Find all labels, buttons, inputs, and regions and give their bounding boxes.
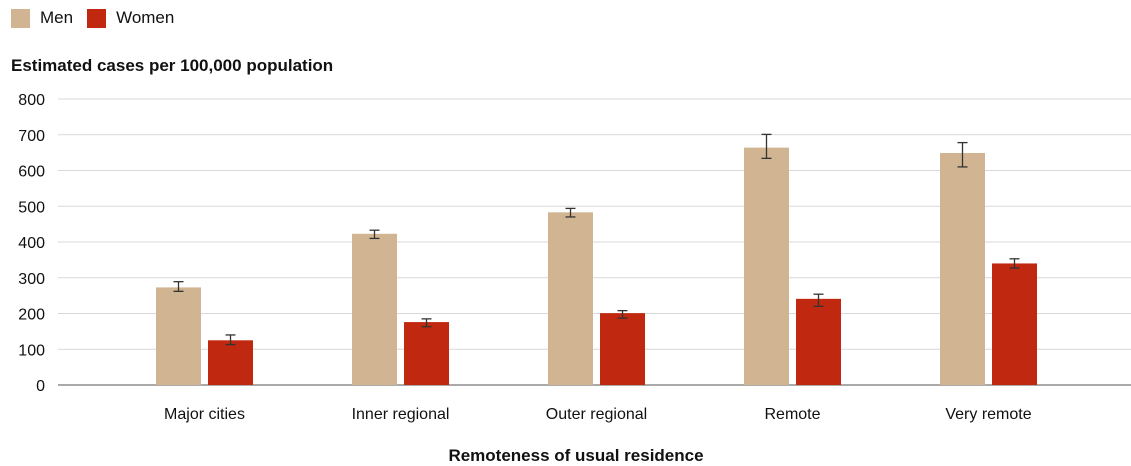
x-tick-label: Inner regional	[352, 406, 450, 423]
bar-women	[992, 263, 1037, 385]
y-tick-label: 500	[18, 199, 45, 216]
legend: Men Women	[11, 8, 188, 28]
bar-men	[156, 287, 201, 385]
legend-swatch-men	[11, 8, 30, 28]
legend-item-women: Women	[87, 8, 174, 28]
bar-women	[208, 340, 253, 385]
bar-men	[548, 212, 593, 385]
y-tick-label: 200	[18, 307, 45, 324]
legend-item-men: Men	[11, 8, 73, 28]
y-tick-label: 700	[18, 128, 45, 145]
bar-men	[352, 233, 397, 385]
x-axis-label: Remoteness of usual residence	[448, 446, 704, 465]
y-tick-label: 0	[36, 378, 45, 395]
x-tick-label: Major cities	[164, 406, 245, 423]
legend-swatch-women	[87, 8, 107, 28]
y-tick-label: 800	[18, 92, 45, 109]
bar-men	[940, 152, 985, 385]
x-tick-label: Remote	[764, 406, 820, 423]
bar-women	[796, 298, 841, 385]
y-axis-label: Estimated cases per 100,000 population	[11, 56, 334, 75]
y-tick-label: 400	[18, 235, 45, 252]
bar-men	[744, 147, 789, 385]
x-tick-label: Very remote	[945, 406, 1031, 423]
y-tick-label: 300	[18, 271, 45, 288]
legend-label-men: Men	[40, 8, 74, 27]
y-tick-label: 600	[18, 164, 45, 181]
legend-label-women: Women	[116, 8, 175, 27]
x-tick-label: Outer regional	[546, 406, 647, 423]
bar-women	[600, 313, 645, 385]
y-tick-label: 100	[18, 342, 45, 359]
bar-women	[404, 322, 449, 385]
